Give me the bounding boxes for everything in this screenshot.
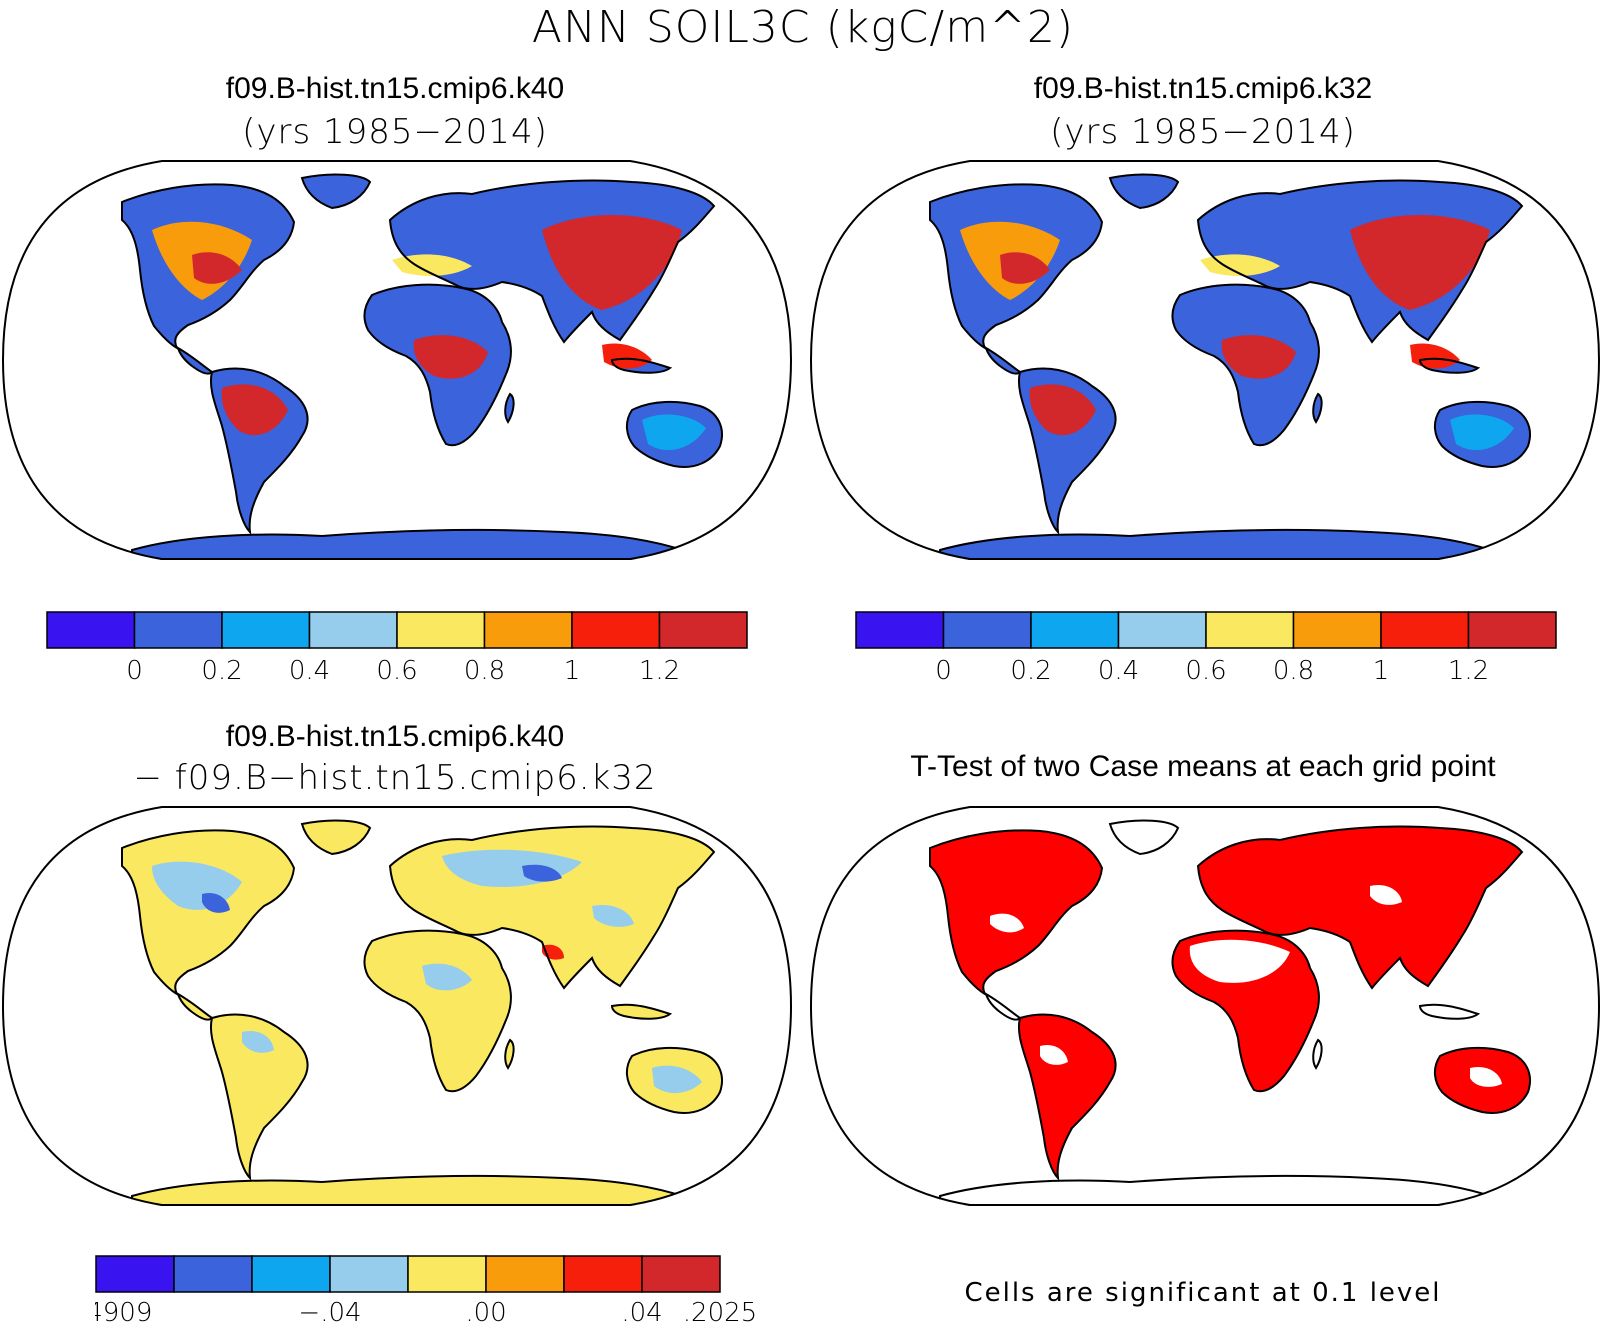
colorbar-swatch — [942, 611, 1032, 649]
colorbar-swatch — [855, 611, 945, 649]
panel-1-map — [2, 160, 792, 560]
colorbar-tick-label: 1 — [564, 656, 581, 686]
colorbar-tick-label: 0.4 — [289, 656, 330, 686]
colorbar-tick-label: −.04 — [298, 1298, 361, 1327]
panel-1-colorbar: 0 0.2 0.4 0.6 0.8 1 1.2 — [46, 611, 748, 686]
colorbar-swatch — [251, 1255, 331, 1293]
colorbar-tick-label: 0.4 — [1098, 656, 1139, 686]
panel-1-land — [121, 173, 723, 560]
colorbar-swatch — [46, 611, 136, 649]
panel-2-colorbar: 0 0.2 0.4 0.6 0.8 1 1.2 — [855, 611, 1557, 686]
colorbar-swatch — [483, 611, 573, 649]
colorbar-swatch — [95, 1255, 175, 1293]
colorbar-swatch — [133, 611, 223, 649]
panel-4-title: T-Test of two Case means at each grid po… — [910, 750, 1496, 783]
colorbar-tick-label: 0.6 — [1185, 656, 1226, 686]
panel-2-land — [929, 173, 1531, 560]
colorbar-swatch — [1030, 611, 1120, 649]
colorbar-tick-label: 0.8 — [464, 656, 505, 686]
panel-4-land — [929, 819, 1531, 1206]
panel-3-title: f09.B-hist.tn15.cmip6.k40 — [225, 720, 565, 753]
colorbar-tick-label: 0.2 — [201, 656, 242, 686]
colorbar-tick-label: 1.2 — [639, 656, 680, 686]
colorbar-tick-label: 0 — [935, 656, 952, 686]
colorbar-tick-label: .00 — [465, 1298, 506, 1327]
colorbar-swatch — [485, 1255, 565, 1293]
colorbar-swatch — [173, 1255, 253, 1293]
colorbar-swatch — [407, 1255, 487, 1293]
colorbar-swatch — [658, 611, 748, 649]
colorbar-tick-label: 0.6 — [376, 656, 417, 686]
panel-3-map — [2, 806, 792, 1206]
colorbar-swatch — [571, 611, 661, 649]
colorbar-swatch — [563, 1255, 643, 1293]
colorbar-tick-label: 1.2 — [1448, 656, 1489, 686]
panel-3-land — [121, 819, 723, 1206]
colorbar-swatch — [1467, 611, 1557, 649]
colorbar-tick-label: 0.2 — [1010, 656, 1051, 686]
panel-1-subtitle: (yrs 1985−2014) — [242, 112, 548, 152]
figure-title: ANN SOIL3C (kgC/m^2) — [531, 2, 1075, 53]
colorbar-swatch — [308, 611, 398, 649]
colorbar-swatch — [1292, 611, 1382, 649]
colorbar-swatch — [396, 611, 486, 649]
panel-4-map — [810, 806, 1600, 1206]
panel-2-subtitle: (yrs 1985−2014) — [1050, 112, 1356, 152]
panel-1-title: f09.B-hist.tn15.cmip6.k40 — [225, 72, 565, 105]
colorbar-swatch — [641, 1255, 721, 1293]
panel-3-subtitle: − f09.B−hist.tn15.cmip6.k32 — [133, 758, 657, 798]
panel-2-map — [810, 160, 1600, 560]
colorbar-swatch — [1205, 611, 1295, 649]
colorbar-tick-label: .04 — [621, 1298, 662, 1327]
colorbar-tick-label: −.54909 — [95, 1298, 152, 1327]
colorbar-tick-label: 0 — [126, 656, 143, 686]
panel-4-footnote: Cells are significant at 0.1 level — [964, 1278, 1442, 1308]
colorbar-tick-label: .2025 — [683, 1298, 755, 1327]
panel-2-title: f09.B-hist.tn15.cmip6.k32 — [1033, 72, 1373, 105]
colorbar-swatch — [1380, 611, 1470, 649]
colorbar-tick-label: 1 — [1373, 656, 1390, 686]
colorbar-tick-label: 0.8 — [1273, 656, 1314, 686]
colorbar-swatch — [221, 611, 311, 649]
colorbar-swatch — [329, 1255, 409, 1293]
colorbar-swatch — [1117, 611, 1207, 649]
panel-3-colorbar: −.54909 −.04 .00 .04 .2025 — [95, 1255, 755, 1327]
